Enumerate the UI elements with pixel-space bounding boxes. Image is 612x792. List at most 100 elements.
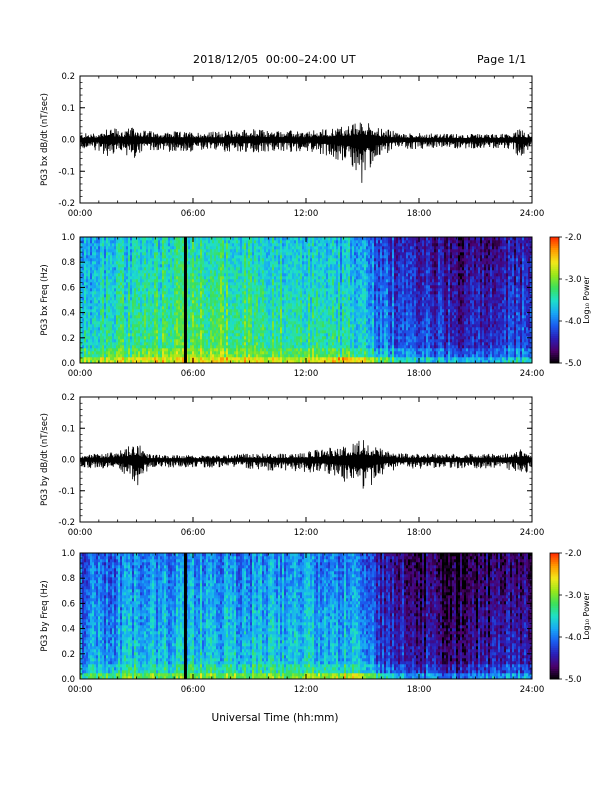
spectrogram-cell <box>152 282 155 286</box>
spectrogram-cell <box>288 261 291 265</box>
spectrogram-cell <box>228 312 231 316</box>
spectrogram-cell <box>100 354 103 358</box>
spectrogram-cell <box>252 252 255 256</box>
spectrogram-cell <box>178 276 181 280</box>
spectrogram-cell <box>118 315 121 319</box>
spectrogram-cell <box>190 267 193 271</box>
spectrogram-cell <box>298 285 301 289</box>
spectrogram-cell <box>268 264 271 268</box>
spectrogram-cell <box>166 282 169 286</box>
spectrogram-cell <box>102 282 105 286</box>
spectrogram-cell <box>266 306 269 310</box>
spectrogram-cell <box>90 360 93 364</box>
spectrogram-cell <box>296 357 299 361</box>
spectrogram-cell <box>232 321 235 325</box>
spectrogram-cell <box>134 297 137 301</box>
spectrogram-cell <box>254 243 257 247</box>
spectrogram-cell <box>274 285 277 289</box>
spectrogram-cell <box>94 291 97 295</box>
spectrogram-cell <box>306 357 309 361</box>
spectrogram-cell <box>242 282 245 286</box>
spectrogram-cell <box>246 306 249 310</box>
spectrogram-cell <box>204 285 207 289</box>
spectrogram-cell <box>190 297 193 301</box>
spectrogram-cell <box>194 342 197 346</box>
spectrogram-cell <box>136 276 139 280</box>
spectrogram-cell <box>102 243 105 247</box>
spectrogram-cell <box>224 351 227 355</box>
spectrogram-cell <box>128 252 131 256</box>
spectrogram-cell <box>104 309 107 313</box>
spectrogram-cell <box>264 336 267 340</box>
spectrogram-cell <box>284 279 287 283</box>
spectrogram-cell <box>90 300 93 304</box>
spectrogram-cell <box>158 285 161 289</box>
spectrogram-cell <box>244 276 247 280</box>
spectrogram-cell <box>238 312 241 316</box>
spectrogram-cell <box>260 324 263 328</box>
spectrogram-cell <box>246 360 249 364</box>
spectrogram-cell <box>138 360 141 364</box>
spectrogram-cell <box>156 264 159 268</box>
spectrogram-cell <box>86 342 89 346</box>
spectrogram-cell <box>248 246 251 250</box>
spectrogram-cell <box>106 285 109 289</box>
spectrogram-cell <box>192 276 195 280</box>
spectrogram-cell <box>180 348 183 352</box>
spectrogram-cell <box>280 258 283 262</box>
spectrogram-cell <box>218 261 221 265</box>
spectrogram-cell <box>102 300 105 304</box>
spectrogram-cell <box>308 318 311 322</box>
spectrogram-cell <box>220 315 223 319</box>
spectrogram-cell <box>258 360 261 364</box>
spectrogram-cell <box>254 282 257 286</box>
spectrogram-cell <box>274 300 277 304</box>
spectrogram-cell <box>98 324 101 328</box>
spectrogram-cell <box>228 252 231 256</box>
spectrogram-cell <box>110 336 113 340</box>
spectrogram-cell <box>144 291 147 295</box>
spectrogram-cell <box>116 318 119 322</box>
spectrogram-cell <box>100 264 103 268</box>
spectrogram-cell <box>274 360 277 364</box>
spectrogram-cell <box>130 276 133 280</box>
spectrogram-cell <box>192 291 195 295</box>
spectrogram-cell <box>252 342 255 346</box>
spectrogram-cell <box>214 333 217 337</box>
spectrogram-cell <box>236 357 239 361</box>
spectrogram-cell <box>110 318 113 322</box>
spectrogram-cell <box>196 261 199 265</box>
spectrogram-cell <box>192 342 195 346</box>
spectrogram-cell <box>288 348 291 352</box>
spectrogram-cell <box>100 351 103 355</box>
spectrogram-cell <box>156 288 159 292</box>
spectrogram-cell <box>94 279 97 283</box>
spectrogram-cell <box>244 303 247 307</box>
spectrogram-cell <box>202 297 205 301</box>
spectrogram-cell <box>160 237 163 241</box>
spectrogram-cell <box>168 282 171 286</box>
spectrogram-cell <box>82 237 85 241</box>
spectrogram-cell <box>92 309 95 313</box>
spectrogram-cell <box>282 342 285 346</box>
spectrogram-cell <box>116 330 119 334</box>
spectrogram-cell <box>118 345 121 349</box>
spectrogram-cell <box>148 282 151 286</box>
spectrogram-cell <box>150 351 153 355</box>
spectrogram-cell <box>282 291 285 295</box>
spectrogram-cell <box>134 294 137 298</box>
spectrogram-cell <box>238 309 241 313</box>
spectrogram-cell <box>168 321 171 325</box>
spectrogram-cell <box>250 249 253 253</box>
spectrogram-cell <box>246 258 249 262</box>
spectrogram-cell <box>98 261 101 265</box>
spectrogram-cell <box>196 357 199 361</box>
spectrogram-cell <box>234 354 237 358</box>
spectrogram-cell <box>294 237 297 241</box>
spectrogram-cell <box>172 360 175 364</box>
spectrogram-cell <box>282 288 285 292</box>
spectrogram-cell <box>192 249 195 253</box>
spectrogram-cell <box>176 264 179 268</box>
spectrogram-cell <box>240 321 243 325</box>
spectrogram-cell <box>182 258 185 262</box>
